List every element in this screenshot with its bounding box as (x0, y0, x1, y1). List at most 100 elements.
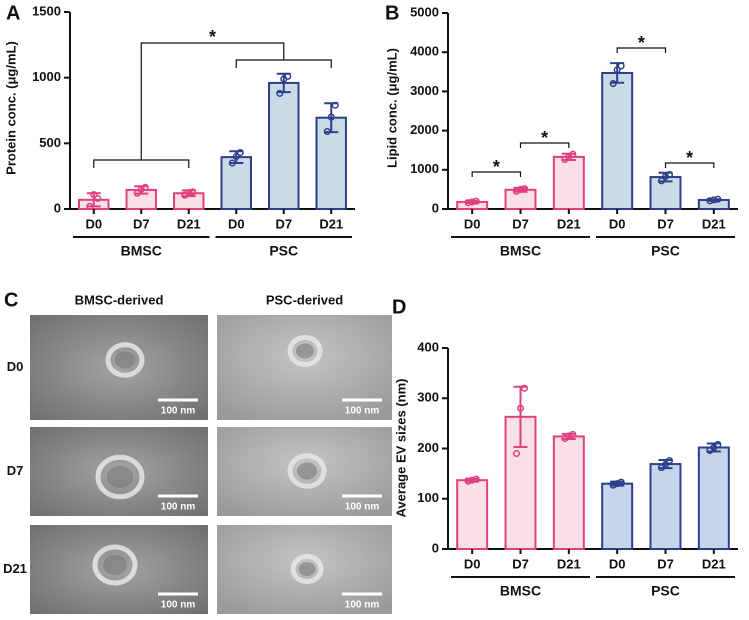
data-point (327, 113, 335, 121)
x-tick-label: D21 (557, 556, 581, 571)
data-point (464, 477, 472, 485)
x-tick-label: D7 (275, 216, 292, 231)
data-point (661, 461, 670, 469)
data-point (472, 197, 480, 205)
vesicle-core (296, 343, 314, 359)
x-tick-label: D7 (657, 556, 674, 571)
data-point (141, 183, 149, 191)
significance-star: * (209, 27, 216, 47)
column-label: PSC-derived (266, 292, 343, 307)
x-tick-label: D7 (657, 216, 674, 231)
data-point (284, 72, 292, 80)
data-point (714, 440, 722, 449)
x-tick-label: D21 (177, 216, 201, 231)
vesicle-core (114, 351, 136, 369)
y-tick-label: 400 (417, 339, 439, 354)
bar (552, 435, 585, 550)
micrograph (30, 315, 208, 420)
data-point (613, 66, 621, 74)
data-point (613, 480, 621, 488)
x-tick-label: D21 (557, 216, 581, 231)
data-point (657, 177, 666, 185)
panel-label: D (392, 296, 406, 318)
data-point (617, 62, 625, 70)
data-point (512, 449, 521, 458)
y-tick-label: 4000 (410, 44, 439, 59)
group-label: PSC (651, 583, 680, 599)
significance-bracket (235, 59, 332, 68)
bar (552, 155, 585, 210)
vesicle-core (298, 562, 316, 576)
data-point (468, 476, 476, 484)
significance-star: * (493, 157, 500, 177)
group-label: BMSC (500, 583, 541, 599)
group-label: PSC (651, 243, 680, 259)
bar (601, 71, 634, 210)
significance-bracket (140, 42, 285, 160)
scale-bar-label: 100 nm (345, 502, 380, 513)
data-point (569, 430, 577, 438)
data-point (617, 478, 625, 486)
error-bar (465, 199, 480, 205)
scale-bar-label: 100 nm (161, 406, 196, 417)
data-point (94, 194, 102, 203)
data-point (232, 152, 240, 161)
panel-label: C (4, 289, 18, 311)
significance-bracket (471, 171, 522, 177)
data-point (520, 384, 529, 392)
y-axis-label: Average EV sizes (nm) (393, 379, 408, 518)
scale-bar-label: 100 nm (161, 502, 196, 513)
significance-bracket (519, 142, 570, 148)
y-tick-label: 0 (432, 200, 439, 215)
x-tick-label: D7 (133, 216, 150, 231)
y-tick-label: 500 (39, 135, 61, 150)
data-point (516, 185, 525, 193)
data-point (569, 150, 577, 158)
row-label: D7 (7, 463, 24, 478)
data-point (710, 196, 718, 204)
scale-bar-label: 100 nm (345, 406, 380, 417)
vesicle-core (106, 466, 134, 488)
y-tick-label: 1000 (410, 161, 439, 176)
micrograph (217, 315, 392, 420)
data-point (133, 189, 141, 197)
data-point (228, 159, 236, 167)
data-point (276, 89, 284, 97)
vesicle-core (103, 555, 127, 575)
data-point (609, 481, 617, 489)
data-point (236, 148, 244, 157)
error-bar (324, 102, 339, 134)
error-bar (513, 385, 528, 448)
y-axis-label: Protein conc. (μg/mL) (3, 41, 18, 175)
x-tick-label: D21 (319, 216, 343, 231)
vesicle (287, 453, 327, 489)
y-tick-label: 0 (432, 540, 439, 555)
group-label: BMSC (500, 243, 541, 259)
x-tick-label: D0 (228, 216, 245, 231)
y-tick-label: 0 (54, 200, 61, 215)
scale-bar-label: 100 nm (161, 600, 196, 611)
data-point (516, 404, 525, 412)
data-point (86, 202, 94, 210)
bar (649, 463, 682, 551)
vesicle (287, 335, 323, 367)
significance-star: * (638, 33, 645, 53)
x-tick-label: D7 (512, 216, 529, 231)
significance-bracket (616, 47, 667, 53)
column-label: BMSC-derived (75, 292, 164, 307)
row-label: D0 (7, 359, 24, 374)
y-tick-label: 3000 (410, 83, 439, 98)
significance-star: * (541, 128, 548, 148)
data-point (189, 188, 197, 196)
vesicle (290, 553, 324, 585)
y-tick-label: 100 (417, 490, 439, 505)
significance-bracket (93, 159, 190, 168)
error-bar (86, 192, 101, 208)
data-point (714, 195, 722, 203)
y-tick-label: 1000 (32, 69, 61, 84)
data-point (706, 197, 714, 205)
bar (601, 482, 634, 550)
data-point (331, 101, 339, 109)
data-point (464, 199, 472, 207)
